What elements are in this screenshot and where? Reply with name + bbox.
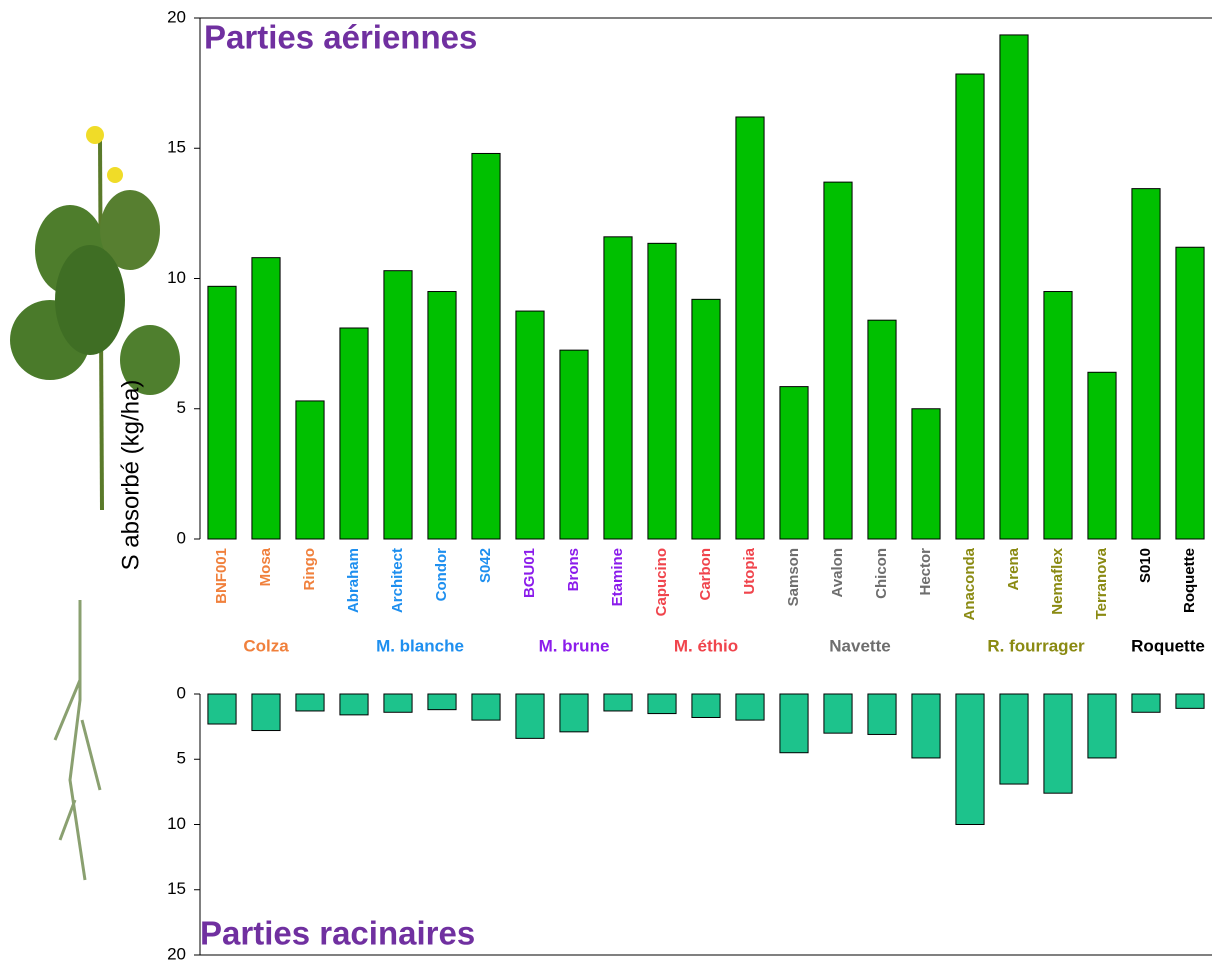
bar: [691, 298, 721, 540]
y-tick-label: 5: [177, 398, 186, 417]
x-tick-label: Condor: [433, 548, 450, 601]
bar: [779, 386, 809, 540]
bar: [779, 693, 809, 754]
plant-illustration: [10, 126, 180, 881]
x-tick-label: Capucino: [653, 548, 670, 616]
bar: [955, 693, 985, 825]
bar: [207, 693, 237, 725]
chart-title: Parties racinaires: [200, 915, 475, 952]
x-tick-label: S042: [477, 548, 494, 583]
bar: [1087, 693, 1117, 759]
group-label: Navette: [829, 636, 890, 655]
x-tick-label: Utopia: [741, 547, 758, 594]
bar: [603, 693, 633, 712]
bar: [559, 693, 589, 733]
bar: [867, 693, 897, 735]
x-tick-label: Hector: [917, 548, 934, 596]
bar: [647, 693, 677, 715]
y-tick-label: 15: [167, 138, 186, 157]
group-label: Colza: [243, 636, 289, 655]
bar: [339, 327, 369, 540]
chart-title: Parties aériennes: [204, 19, 477, 56]
x-tick-label: Roquette: [1181, 548, 1198, 613]
y-tick-label: 0: [177, 683, 186, 702]
bar: [1087, 371, 1117, 540]
x-tick-label: Architect: [389, 548, 406, 613]
bar: [383, 270, 413, 540]
group-label: M. éthio: [674, 636, 738, 655]
x-tick-label: Nemaflex: [1049, 547, 1066, 614]
bar: [515, 693, 545, 739]
bar: [911, 693, 941, 759]
bar: [1175, 246, 1205, 540]
bar: [955, 73, 985, 540]
y-tick-label: 15: [167, 879, 186, 898]
x-tick-label: Avalon: [829, 548, 846, 597]
bar: [339, 693, 369, 716]
bar: [735, 693, 765, 721]
y-tick-label: 20: [167, 7, 186, 26]
y-tick-label: 0: [177, 528, 186, 547]
bar: [823, 181, 853, 540]
x-tick-label: BGU01: [521, 548, 538, 598]
y-tick-label: 10: [167, 814, 186, 833]
x-tick-label: S010: [1137, 548, 1154, 583]
bar: [251, 257, 281, 540]
bar: [691, 693, 721, 718]
bar: [207, 285, 237, 540]
y-tick-label: 20: [167, 944, 186, 963]
bar: [427, 291, 457, 540]
x-tick-label: Ringo: [301, 548, 318, 591]
bar: [471, 152, 501, 540]
bar: [1131, 188, 1161, 540]
bar: [1043, 291, 1073, 540]
x-tick-label: Etamine: [609, 548, 626, 606]
bar: [427, 693, 457, 711]
bar: [911, 408, 941, 540]
bar: [383, 693, 413, 713]
bar: [647, 242, 677, 540]
bar: [735, 116, 765, 540]
x-tick-label: Anaconda: [961, 547, 978, 620]
x-tick-label: Terranova: [1093, 547, 1110, 619]
bar: [295, 400, 325, 540]
group-label: M. blanche: [376, 636, 464, 655]
bar: [251, 693, 281, 732]
x-tick-label: Brons: [565, 548, 582, 591]
bar: [867, 319, 897, 540]
bar: [999, 693, 1029, 785]
bar: [823, 693, 853, 734]
y-axis-label: S absorbé (kg/ha): [117, 380, 144, 571]
y-tick-label: 5: [177, 749, 186, 768]
x-tick-label: Abraham: [345, 548, 362, 613]
bar: [999, 34, 1029, 540]
x-tick-label: Carbon: [697, 548, 714, 601]
bar: [1175, 693, 1205, 709]
x-tick-label: BNF001: [213, 548, 230, 604]
bar: [559, 349, 589, 540]
bar: [603, 236, 633, 540]
x-tick-label: Chicon: [873, 548, 890, 599]
x-tick-label: Mosa: [257, 547, 274, 586]
group-label: M. brune: [539, 636, 610, 655]
bar: [1043, 693, 1073, 794]
bar: [295, 693, 325, 712]
y-tick-label: 10: [167, 268, 186, 287]
bar: [471, 693, 501, 721]
bar: [515, 310, 545, 540]
bar: [1131, 693, 1161, 713]
x-tick-label: Samson: [785, 548, 802, 606]
x-tick-label: Arena: [1005, 547, 1022, 590]
group-label: R. fourrager: [987, 636, 1085, 655]
group-label: Roquette: [1131, 636, 1205, 655]
